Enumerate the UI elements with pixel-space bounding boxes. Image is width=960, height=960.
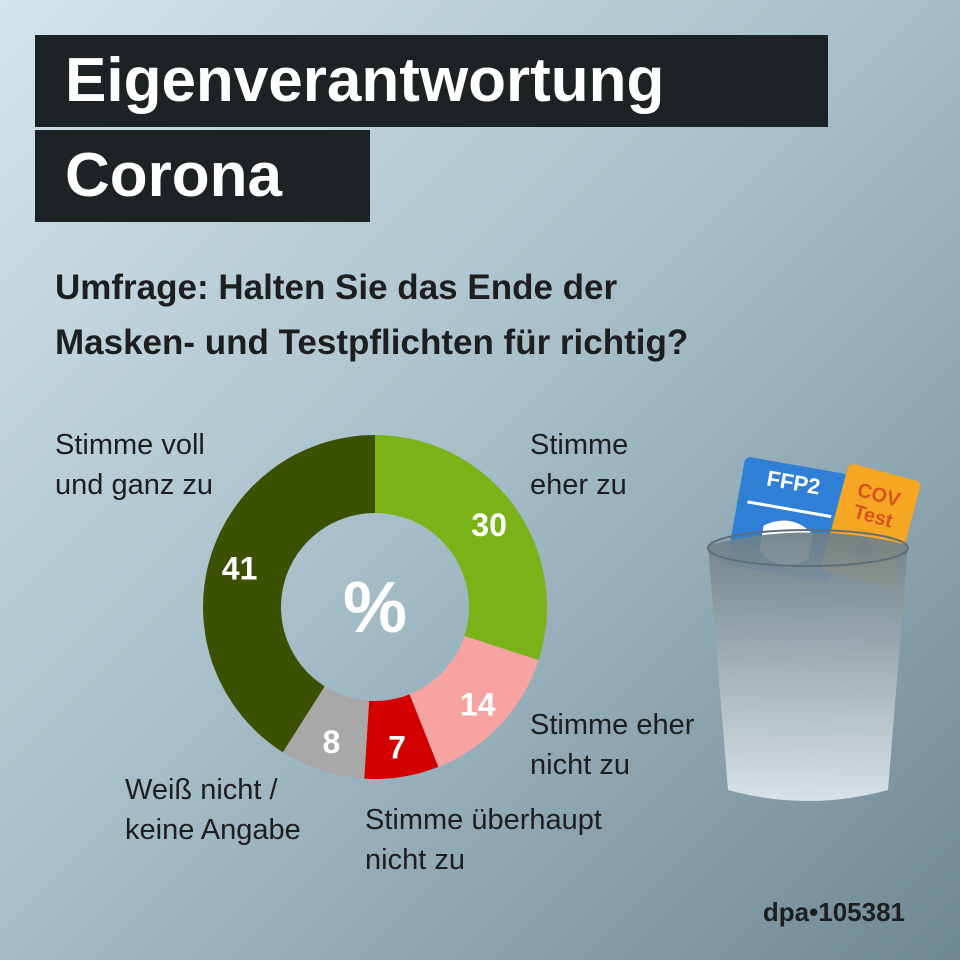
category-label: Stimme überhaupt nicht zu [365,804,602,876]
value-label: 7 [388,729,406,765]
donut-segment [364,694,439,779]
category-label: Stimme voll und ganz zu [55,429,214,501]
subtitle-line: Umfrage: Halten Sie das Ende der [55,268,618,307]
title-line: Corona [35,130,370,222]
subtitle-line: Masken- und Testpflichten für richtig? [55,323,689,362]
value-label: 14 [460,687,496,723]
category-label: Stimme eher zu [530,429,629,501]
donut-segment [282,686,370,779]
donut-segment [375,435,547,661]
source: dpa•105381 [762,897,905,927]
value-label: 30 [471,507,507,543]
donut-segment [202,435,375,753]
title-line: Eigenverantwortung [35,35,828,127]
category-label: Stimme eher nicht zu [530,709,695,781]
bin-illustration: FFP2 COV Test [707,457,921,801]
center-label: % [343,568,407,648]
donut-segment [409,636,539,767]
category-label: Weiß nicht / keine Angabe [125,774,301,846]
value-label: 8 [323,724,341,760]
value-label: 41 [222,551,258,587]
